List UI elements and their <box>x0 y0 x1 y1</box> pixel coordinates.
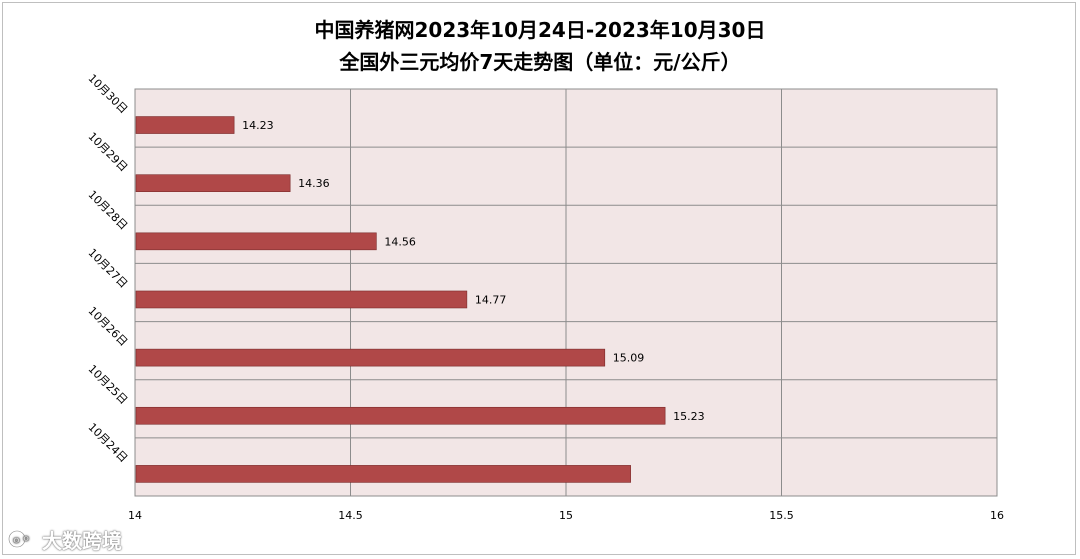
svg-text:o: o <box>13 535 20 546</box>
chart-title-line-2: 全国外三元均价7天走势图（单位：元/公斤） <box>338 50 740 74</box>
data-label: 14.77 <box>475 293 507 306</box>
y-tick-label: 10月27日 <box>86 246 131 291</box>
logo-icon: o o <box>7 529 29 549</box>
data-label: 14.56 <box>384 235 416 248</box>
watermark: o o 大数跨境 <box>6 526 122 553</box>
data-labels: 14.23 14.36 14.56 14.77 15.09 15.23 <box>242 119 705 423</box>
x-tick-label: 15.5 <box>769 509 794 522</box>
y-tick-label: 10月29日 <box>86 130 131 175</box>
bar <box>135 290 468 309</box>
bar <box>135 465 631 483</box>
y-tick-label: 10月24日 <box>86 421 131 466</box>
data-label: 15.23 <box>673 410 705 423</box>
bar <box>135 406 666 425</box>
chart-title-line-1: 中国养猪网2023年10月24日-2023年10月30日 <box>315 18 766 42</box>
y-axis-ticks: 10月30日 10月29日 10月28日 10月27日 10月26日 10月25日 10月2… <box>86 72 131 465</box>
data-label: 14.23 <box>242 119 274 132</box>
x-tick-label: 16 <box>990 509 1004 522</box>
data-label: 14.36 <box>298 177 330 190</box>
x-tick-label: 14.5 <box>338 509 363 522</box>
x-axis-ticks: 14 14.5 15 15.5 16 <box>128 509 1004 522</box>
watermark-text: 大数跨境 <box>42 528 122 553</box>
bar <box>135 348 606 367</box>
bar <box>135 116 235 134</box>
y-tick-label: 10月30日 <box>86 72 131 117</box>
y-tick-label: 10月25日 <box>86 362 131 407</box>
bars <box>135 116 666 483</box>
y-tick-label: 10月28日 <box>86 188 131 233</box>
x-tick-label: 14 <box>128 509 142 522</box>
data-label: 15.09 <box>613 352 645 365</box>
y-tick-label: 10月26日 <box>86 304 131 349</box>
x-tick-label: 15 <box>559 509 573 522</box>
svg-text:o: o <box>23 534 29 544</box>
bar <box>135 174 291 192</box>
bar <box>135 232 377 251</box>
